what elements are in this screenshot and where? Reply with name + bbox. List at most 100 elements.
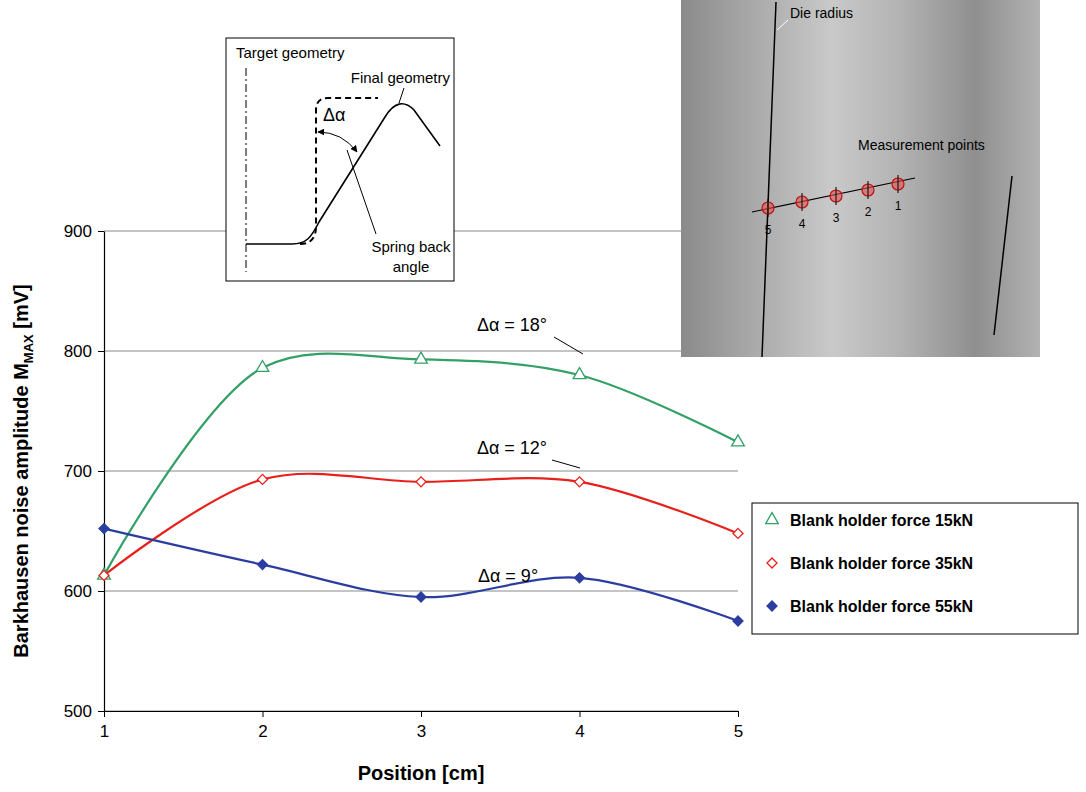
point-number: 4 — [799, 217, 806, 231]
tick-mark — [98, 711, 104, 712]
point-number: 3 — [833, 211, 840, 225]
data-point — [732, 435, 745, 446]
inset-label-line: angle — [393, 258, 430, 275]
point-number: 2 — [865, 205, 872, 219]
y-axis-title-part: [mV] — [10, 284, 32, 334]
tick-label: 900 — [64, 222, 92, 241]
point-number: 5 — [765, 223, 772, 237]
data-point — [256, 360, 269, 371]
annotation: Δα = 9° — [478, 566, 538, 586]
tick-label: 2 — [258, 722, 267, 741]
chart: 500 600 700 800 900 1 2 3 4 5 Position [cm] Barkhau… — [0, 0, 1086, 792]
data-point — [415, 352, 428, 363]
tick-label: 5 — [734, 722, 743, 741]
tick-label: 3 — [417, 722, 426, 741]
y-axis-line — [104, 232, 105, 712]
tick-mark — [421, 711, 422, 717]
tick: 3 — [417, 711, 426, 741]
inset-diagram: Target geometry Final geometry Δα Spring ba… — [226, 38, 454, 281]
photo-inset: 54321Die radiusMeasurement points — [681, 0, 1040, 357]
x-axis-title: Position [cm] — [358, 762, 485, 784]
tick: 900 — [64, 222, 104, 241]
spring-back-leader — [347, 150, 376, 234]
inset-box — [226, 38, 454, 281]
series-line — [104, 474, 738, 576]
target-geometry-line — [300, 98, 378, 244]
data-point — [733, 616, 743, 626]
photo-background — [681, 0, 1040, 357]
die-radius-leader — [777, 20, 788, 30]
point-number: 1 — [895, 199, 902, 213]
annotation-leader — [554, 337, 583, 354]
data-point — [575, 477, 585, 487]
tick-label: 700 — [64, 462, 92, 481]
tick-mark — [738, 711, 739, 717]
x-axis: 1 2 3 4 5 — [100, 711, 743, 741]
data-point — [258, 474, 268, 484]
center-line — [246, 68, 247, 272]
series-line — [104, 529, 738, 621]
series — [99, 524, 743, 626]
y-axis: 500 600 700 800 900 — [64, 222, 105, 721]
tick: 500 — [64, 702, 104, 721]
data-point — [573, 368, 586, 379]
tick: 1 — [100, 711, 109, 741]
die-radius-line — [994, 176, 1012, 335]
legend-label: Blank holder force 55kN — [790, 598, 973, 615]
annotation: Δα = 18° — [477, 315, 547, 335]
legend: Blank holder force 15kN Blank holder forc… — [752, 503, 1078, 634]
tick: 4 — [575, 711, 584, 741]
inset-label: Δα — [323, 105, 345, 125]
tick-label: 800 — [64, 342, 92, 361]
tick: 600 — [64, 582, 104, 601]
data-point — [575, 573, 585, 583]
measurement-cross — [868, 181, 869, 199]
die-radius-line — [762, 2, 776, 357]
annotation: Δα = 12° — [477, 438, 547, 458]
tick-mark — [580, 711, 581, 717]
tick-label: 500 — [64, 702, 92, 721]
y-axis-title: Barkhausen noise amplitude MMAX [mV] — [10, 284, 36, 657]
tick-mark — [98, 231, 104, 232]
data-point — [99, 524, 109, 534]
grid — [104, 231, 738, 711]
data-point — [258, 560, 268, 570]
angle-arc — [318, 132, 357, 152]
tick: 5 — [734, 711, 743, 741]
data-point — [733, 528, 743, 538]
final-geometry-line — [246, 104, 440, 244]
tick-mark — [98, 471, 104, 472]
tick-label: 4 — [575, 722, 584, 741]
inset-label: Final geometry — [351, 69, 451, 86]
tick-label: 600 — [64, 582, 92, 601]
tick-mark — [98, 591, 104, 592]
final-geometry-leader — [399, 88, 404, 103]
inset-label: Spring back angle — [371, 238, 451, 275]
data-point — [416, 592, 426, 602]
y-axis-title-part: MAX — [21, 334, 36, 363]
tick: 800 — [64, 342, 104, 361]
tick-mark — [263, 711, 264, 717]
legend-label: Blank holder force 15kN — [790, 512, 973, 529]
inset-label-line: Spring back — [371, 238, 451, 255]
y-axis-title-part: Barkhausen noise amplitude M — [10, 363, 32, 658]
series — [98, 352, 745, 579]
legend-label: Blank holder force 35kN — [790, 555, 973, 572]
tick-label: 1 — [100, 722, 109, 741]
legend-box — [752, 503, 1078, 634]
measurement-cross — [802, 193, 803, 211]
series-line — [104, 354, 738, 576]
data-point — [99, 570, 109, 580]
photo-label: Measurement points — [858, 137, 985, 153]
legend-marker — [767, 601, 777, 611]
tick: 700 — [64, 462, 104, 481]
annotation-leader — [552, 460, 580, 468]
measurement-cross — [768, 199, 769, 217]
measurement-cross — [836, 187, 837, 205]
inset-label: Target geometry — [236, 44, 345, 61]
tick-mark — [104, 711, 105, 717]
data-point — [416, 477, 426, 487]
series — [99, 474, 743, 581]
grid-line — [104, 471, 738, 472]
tick: 2 — [258, 711, 267, 741]
